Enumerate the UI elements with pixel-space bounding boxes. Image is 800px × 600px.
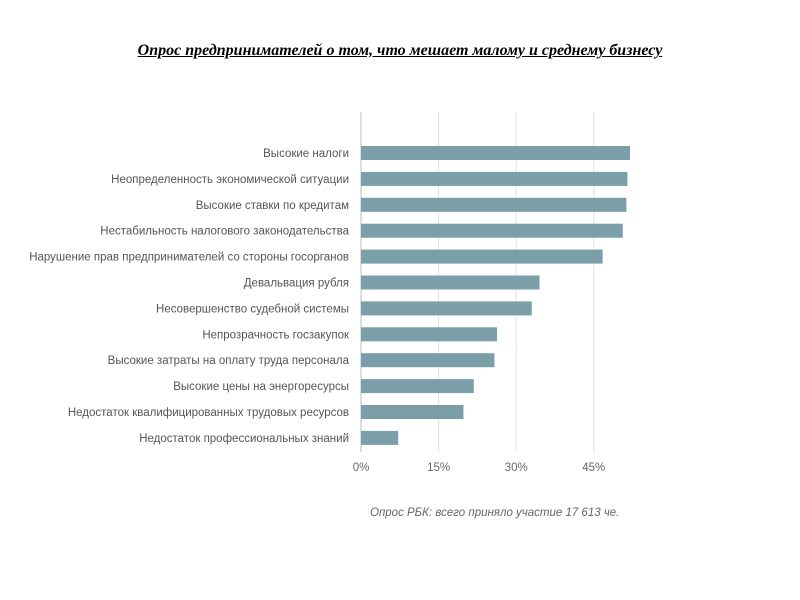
bar <box>361 327 498 342</box>
category-label: Недостаток профессиональных знаний <box>139 433 349 445</box>
category-label: Нестабильность налогового законодательст… <box>100 226 349 238</box>
bar <box>361 223 623 238</box>
category-label: Неопределенность экономической ситуации <box>111 174 349 186</box>
bar <box>361 197 627 212</box>
x-tick-label: 15% <box>427 462 450 474</box>
category-label: Нарушение прав предпринимателей со сторо… <box>29 252 349 264</box>
source-note: Опрос РБК: всего приняло участие 17 613 … <box>370 507 619 519</box>
x-tick-labels: 0% 15% 30% 45% <box>353 462 606 474</box>
category-labels: Высокие налоги Неопределенность экономиче… <box>29 148 350 445</box>
category-label: Недостаток квалифицированных трудовых ре… <box>68 407 349 419</box>
bar <box>361 430 399 445</box>
category-label: Непрозрачность госзакупок <box>202 329 350 341</box>
x-tick-label: 30% <box>505 462 528 474</box>
bar <box>361 249 603 264</box>
bar <box>361 146 630 160</box>
x-tick-label: 45% <box>582 462 605 474</box>
bars <box>361 146 630 445</box>
bar <box>361 301 532 316</box>
category-label: Девальвация рубля <box>244 278 349 290</box>
bar <box>361 353 495 368</box>
bar <box>361 405 464 419</box>
bar <box>361 379 474 394</box>
bar <box>361 275 540 290</box>
category-label: Высокие цены на энергоресурсы <box>173 381 349 393</box>
page-title: Опрос предпринимателей о том, что мешает… <box>137 42 663 59</box>
x-tick-label: 0% <box>353 462 370 474</box>
category-label: Высокие налоги <box>263 148 349 160</box>
bar <box>361 171 628 186</box>
category-label: Несовершенство судебной системы <box>156 303 349 315</box>
category-label: Высокие ставки по кредитам <box>196 200 349 212</box>
category-label: Высокие затраты на оплату труда персонал… <box>108 355 350 367</box>
